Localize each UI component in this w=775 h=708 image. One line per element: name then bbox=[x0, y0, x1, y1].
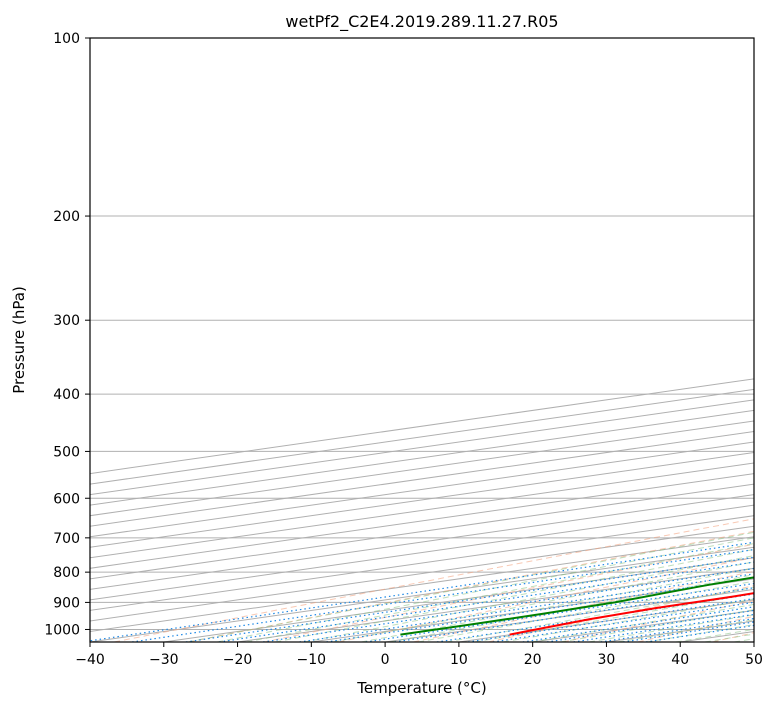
isotherm-line bbox=[90, 399, 754, 496]
x-tick-label: −40 bbox=[75, 652, 105, 668]
isotherm-line bbox=[90, 420, 754, 517]
mixing-ratio-line bbox=[132, 548, 754, 642]
isotherm-line bbox=[90, 525, 754, 622]
moist-adiabat-line bbox=[389, 574, 754, 642]
mixing-ratio-line bbox=[492, 601, 754, 642]
y-tick-label: 900 bbox=[53, 595, 80, 611]
isotherm-line bbox=[90, 483, 754, 580]
moist-adiabat-line bbox=[332, 561, 754, 642]
isotherm-line bbox=[90, 430, 754, 527]
x-tick-label: 50 bbox=[745, 652, 763, 668]
mixing-ratio-line bbox=[365, 582, 754, 642]
mixing-ratio-line bbox=[467, 598, 754, 642]
x-tick-label: 10 bbox=[450, 652, 468, 668]
x-tick-label: −30 bbox=[149, 652, 179, 668]
isotherm-line bbox=[90, 462, 754, 559]
isotherm-line bbox=[90, 388, 754, 485]
isotherm-line bbox=[90, 441, 754, 538]
x-axis-title: Temperature (°C) bbox=[356, 679, 486, 697]
moist-adiabat-line bbox=[275, 548, 754, 642]
isotherm-line bbox=[90, 378, 754, 475]
y-tick-label: 700 bbox=[53, 531, 80, 547]
isotherm-line bbox=[90, 409, 754, 506]
mixing-ratio-line bbox=[90, 541, 754, 642]
dry-adiabat-line bbox=[188, 530, 754, 642]
y-tick-label: 300 bbox=[53, 313, 80, 329]
x-tick-label: 40 bbox=[671, 652, 689, 668]
moist-adiabat-line bbox=[246, 543, 754, 642]
y-tick-label: 1000 bbox=[44, 622, 80, 638]
isotherm-line bbox=[90, 452, 754, 548]
x-tick-label: 20 bbox=[524, 652, 542, 668]
moist-adiabat-line bbox=[474, 592, 754, 642]
moist-adiabat-line bbox=[187, 531, 754, 642]
mixing-ratio-line bbox=[219, 561, 754, 642]
moist-adiabat-line bbox=[446, 586, 754, 642]
dry-adiabat-line bbox=[114, 518, 754, 642]
moist-adiabat-line bbox=[503, 598, 754, 642]
chart-title: wetPf2_C2E4.2019.289.11.27.R05 bbox=[285, 12, 558, 32]
mixing-ratio-line bbox=[394, 587, 754, 642]
isotherm-line bbox=[90, 536, 754, 632]
y-tick-label: 600 bbox=[53, 491, 80, 507]
y-axis-title: Pressure (hPa) bbox=[10, 286, 28, 394]
isotherm-line bbox=[311, 578, 754, 642]
dry-adiabat-line bbox=[413, 570, 754, 642]
isotherm-line bbox=[90, 473, 754, 569]
y-tick-label: 400 bbox=[53, 387, 80, 403]
moist-adiabat-line bbox=[304, 555, 754, 642]
isotherm-line bbox=[90, 504, 754, 601]
x-tick-label: −20 bbox=[223, 652, 253, 668]
isotherm-line bbox=[90, 494, 754, 590]
x-tick-label: 30 bbox=[598, 652, 616, 668]
dry-adiabat-line bbox=[338, 557, 754, 642]
isotherm-line bbox=[90, 515, 754, 611]
y-tick-label: 500 bbox=[53, 444, 80, 460]
y-tick-label: 100 bbox=[53, 31, 80, 47]
dry-adiabat-line bbox=[488, 585, 754, 642]
isotherm-line bbox=[753, 641, 754, 642]
y-tick-label: 200 bbox=[53, 209, 80, 225]
isotherm-line bbox=[606, 620, 754, 642]
moist-adiabat-line bbox=[217, 537, 754, 642]
mixing-ratio-line bbox=[623, 621, 754, 642]
x-tick-label: −10 bbox=[297, 652, 327, 668]
moist-adiabat-line bbox=[763, 38, 775, 642]
y-tick-label: 800 bbox=[53, 565, 80, 581]
x-tick-label: 0 bbox=[381, 652, 390, 668]
dry-adiabat-line bbox=[263, 543, 754, 642]
plot-frame bbox=[89, 37, 755, 643]
moist-adiabat-line bbox=[417, 580, 754, 642]
